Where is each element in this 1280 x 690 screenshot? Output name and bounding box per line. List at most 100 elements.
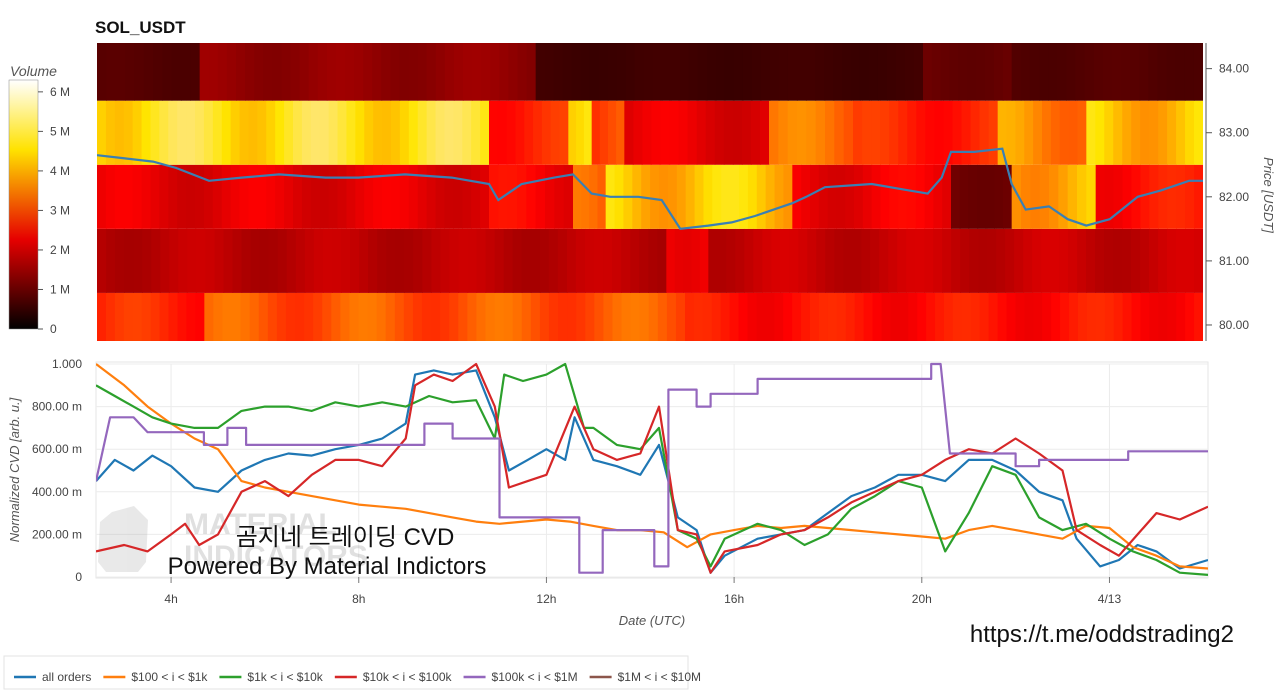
heatmap-cell <box>187 228 198 293</box>
heatmap-cell <box>435 43 446 101</box>
heatmap-cell <box>284 164 294 229</box>
heatmap-cell <box>993 43 1004 101</box>
heatmap-cell <box>508 43 519 101</box>
heatmap-cell <box>961 292 972 341</box>
heatmap-cell <box>924 164 934 229</box>
heatmap-cell <box>97 164 107 229</box>
legend-item[interactable]: $10k < i < $100k <box>334 670 453 684</box>
heatmap-cell <box>257 164 267 229</box>
heatmap-cell <box>263 43 273 101</box>
heatmap-cell <box>106 43 117 101</box>
heatmap-cell <box>666 228 676 293</box>
heatmap-cell <box>559 100 569 165</box>
heatmap-cell <box>181 43 191 101</box>
heatmap-cell <box>150 100 160 165</box>
heatmap-cell <box>832 43 843 101</box>
heatmap-cell <box>153 43 163 101</box>
heatmap-cell <box>642 100 653 165</box>
legend-label: $100 < i < $1k <box>131 670 208 684</box>
heatmap-cell <box>335 43 346 101</box>
heatmap-cell <box>889 100 899 165</box>
heatmap-cell <box>898 100 908 165</box>
heatmap-cell <box>248 100 258 165</box>
heatmap-cell <box>208 43 219 101</box>
heatmap-cell <box>1113 100 1123 165</box>
heatmap-cell <box>313 228 324 293</box>
heatmap-cell <box>575 228 586 293</box>
heatmap-cell <box>1122 228 1132 293</box>
heatmap-cell <box>368 228 378 293</box>
heatmap-cell <box>917 292 927 341</box>
heatmap-cell <box>666 292 677 341</box>
heatmap-cell <box>494 292 505 341</box>
heatmap-cell <box>535 164 546 229</box>
telegram-link[interactable]: https://t.me/oddstrading2 <box>970 621 1234 648</box>
heatmap-cell <box>1130 43 1140 101</box>
heatmap-cell <box>1111 43 1122 101</box>
heatmap-cell <box>422 228 432 293</box>
heatmap-cell <box>1175 43 1186 101</box>
heatmap-cell <box>988 100 999 165</box>
legend-item[interactable]: $100k < i < $1M <box>463 670 578 684</box>
heatmap-cell <box>346 164 356 229</box>
heatmap-cell <box>1158 164 1168 229</box>
heatmap-cell <box>171 43 182 101</box>
heatmap-cell <box>328 100 339 165</box>
cvd-x-tick-label: 12h <box>536 592 556 606</box>
heatmap-cell <box>517 43 528 101</box>
heatmap-cell <box>453 43 464 101</box>
heatmap-cell <box>1122 100 1132 165</box>
heatmap-cell <box>1176 228 1186 293</box>
heatmap-cell <box>1014 228 1024 293</box>
heatmap-cell <box>616 100 625 165</box>
heatmap-cell <box>780 228 790 293</box>
heatmap-cell <box>471 100 481 165</box>
heatmap-cell <box>159 100 169 165</box>
legend-item[interactable]: all orders <box>14 670 91 684</box>
colorbar-tick-label: 0 <box>50 322 57 336</box>
heatmap-cell <box>1015 100 1025 165</box>
heatmap-cell <box>1024 100 1034 165</box>
heatmap-cell <box>585 292 595 341</box>
heatmap-cell <box>960 228 970 293</box>
heatmap-cell <box>1042 100 1052 165</box>
heatmap-cell <box>141 100 152 165</box>
heatmap-cell <box>105 292 116 341</box>
heatmap-cell <box>354 43 364 101</box>
heatmap-cell <box>408 164 419 229</box>
heatmap-cell <box>399 43 410 101</box>
heatmap-cell <box>385 292 396 341</box>
heatmap-cell <box>481 43 491 101</box>
legend-item[interactable]: $1k < i < $10k <box>219 670 324 684</box>
heatmap-cell <box>1068 228 1078 293</box>
heatmap-cell <box>836 164 846 229</box>
heatmap-cell <box>870 228 880 293</box>
heatmap-cell <box>213 292 224 341</box>
heatmap-cell <box>834 228 844 293</box>
heatmap-cell <box>744 228 754 293</box>
heatmap-cell <box>1185 164 1195 229</box>
heatmap-cell <box>1095 164 1106 229</box>
heatmap-cell <box>845 292 856 341</box>
heatmap-cell <box>651 100 662 165</box>
heatmap-cell <box>976 43 986 101</box>
legend-item[interactable]: $100 < i < $1k <box>103 670 208 684</box>
heatmap-cell <box>1121 43 1131 101</box>
heatmap-cell <box>1140 228 1150 293</box>
heatmap-cell <box>1158 228 1168 293</box>
heatmap-cell <box>1095 100 1105 165</box>
heatmap-cell <box>515 100 525 165</box>
heatmap-cell <box>580 43 591 101</box>
heatmap-cell <box>507 164 518 229</box>
heatmap-cell <box>359 228 369 293</box>
heatmap-cell <box>248 164 258 229</box>
heatmap-cell <box>599 100 609 165</box>
heatmap-cell <box>372 43 382 101</box>
legend-item[interactable]: $1M < i < $10M <box>589 670 701 684</box>
heatmap-cell <box>639 228 649 293</box>
cvd-x-tick-label: 4h <box>164 592 177 606</box>
heatmap-cell <box>714 100 725 165</box>
heatmap-cell <box>639 292 650 341</box>
heatmap-cell <box>765 292 775 341</box>
heatmap-cell <box>916 100 926 165</box>
